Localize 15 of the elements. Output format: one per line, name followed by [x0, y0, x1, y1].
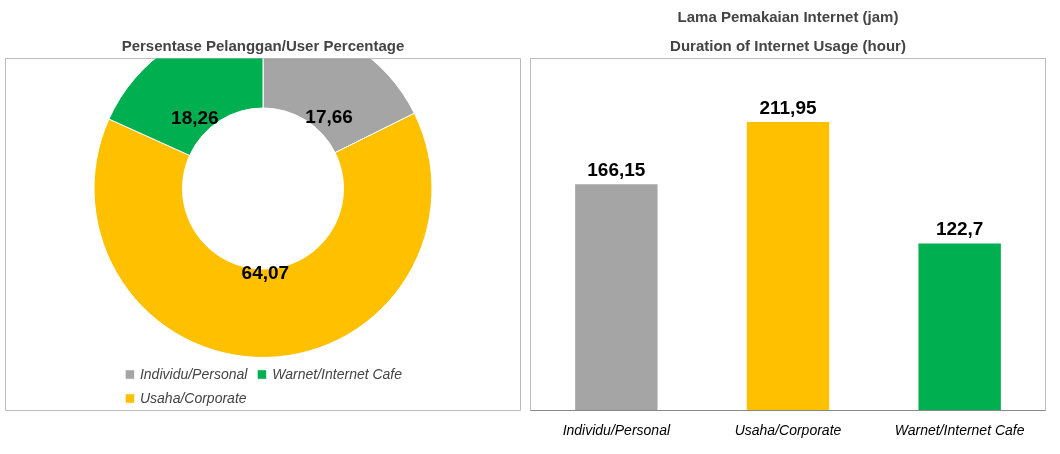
legend-label: Warnet/Internet Cafe: [272, 366, 403, 382]
data-label: 122,7: [935, 218, 984, 240]
data-label: 18,26: [171, 107, 219, 129]
chart-title: Persentase Pelanggan/User Percentage: [121, 36, 405, 54]
chart-title: Lama Pemakaian Internet (jam): [677, 7, 899, 25]
data-label: 17,66: [305, 106, 353, 128]
x-tick-label: Warnet/Internet Cafe: [894, 421, 1025, 438]
data-label: 211,95: [759, 96, 817, 118]
data-label: 64,07: [241, 262, 290, 284]
legend-label: Usaha/Corporate: [139, 390, 247, 406]
chart-subtitle: Duration of Internet Usage (hour): [670, 36, 906, 54]
x-tick-label: Individu/Personal: [562, 421, 671, 438]
data-label: 166,15: [587, 159, 646, 181]
legend-label: Individu/Personal: [139, 366, 248, 382]
x-tick-label: Usaha/Corporate: [734, 421, 842, 438]
